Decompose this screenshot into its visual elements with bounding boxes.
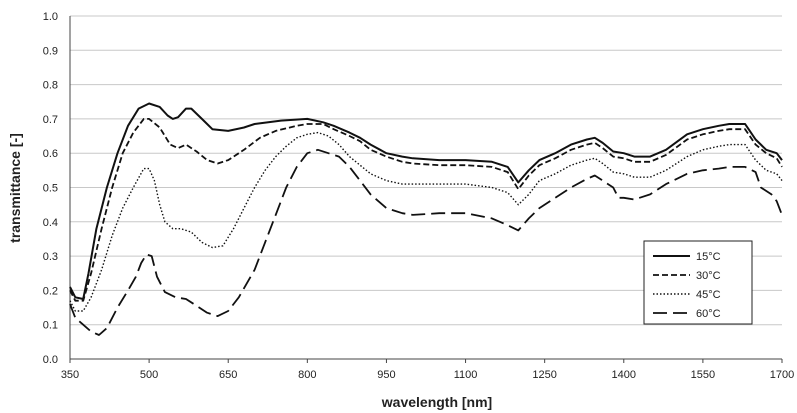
y-tick-labels: 0.0 0.1 0.2 0.3 0.4 0.5 0.6 0.7 0.8 0.9 1.0 bbox=[43, 11, 58, 366]
series-line bbox=[69, 131, 783, 312]
legend-label: 60°C bbox=[696, 308, 721, 320]
y-tick-label: 0.6 bbox=[43, 148, 58, 160]
x-tick-label: 800 bbox=[298, 369, 316, 381]
y-tick-label: 0.8 bbox=[43, 80, 58, 92]
x-tick-label: 950 bbox=[377, 369, 395, 381]
y-tick-label: 0.3 bbox=[43, 251, 58, 263]
legend: 15°C 30°C 45°C 60°C bbox=[643, 240, 753, 325]
legend-label: 45°C bbox=[696, 289, 721, 301]
x-tick-label: 1700 bbox=[770, 369, 794, 381]
x-tick-label: 500 bbox=[140, 369, 158, 381]
legend-label: 30°C bbox=[696, 270, 721, 282]
y-tick-label: 0.4 bbox=[43, 217, 58, 229]
series-line bbox=[69, 102, 783, 300]
y-tick-label: 0.0 bbox=[43, 354, 58, 366]
y-tick-label: 0.2 bbox=[43, 285, 58, 297]
y-axis-label: transmittance [-] bbox=[7, 133, 23, 243]
x-tick-label: 650 bbox=[219, 369, 237, 381]
x-axis-label: wavelength [nm] bbox=[381, 394, 492, 410]
x-tick-label: 1100 bbox=[454, 369, 478, 381]
x-tick-label: 1400 bbox=[612, 369, 636, 381]
x-tick-label: 1550 bbox=[691, 369, 715, 381]
series-line bbox=[69, 148, 783, 336]
gridlines bbox=[70, 15, 782, 360]
x-tick-label: 1250 bbox=[532, 369, 556, 381]
y-tick-label: 0.1 bbox=[43, 320, 58, 332]
legend-items: 15°C 30°C 45°C 60°C bbox=[653, 251, 721, 320]
legend-box bbox=[643, 240, 753, 325]
y-tick-label: 0.7 bbox=[43, 114, 58, 126]
y-tick-label: 1.0 bbox=[43, 11, 58, 23]
y-tick-label: 0.9 bbox=[43, 45, 58, 57]
y-tick-label: 0.5 bbox=[43, 183, 58, 195]
x-tick-labels: 350 500 650 800 950 1100 1250 1400 1550 1700 bbox=[61, 369, 794, 381]
series-lines bbox=[69, 102, 783, 336]
legend-label: 15°C bbox=[696, 251, 721, 263]
x-tick-label: 350 bbox=[61, 369, 79, 381]
